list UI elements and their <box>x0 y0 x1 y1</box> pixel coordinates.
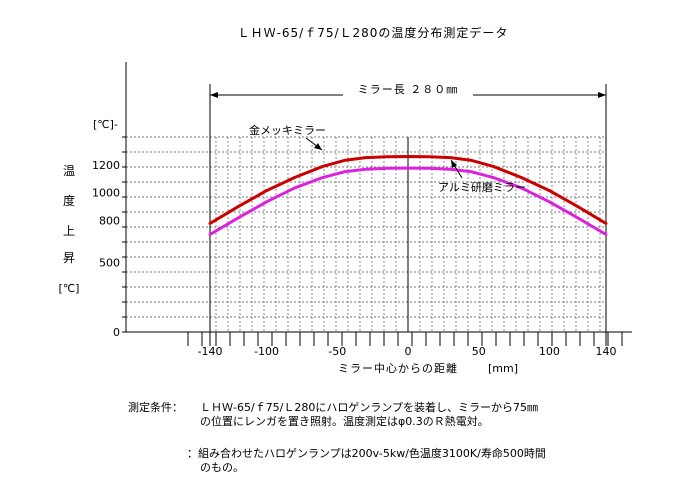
gold-mirror-arrowhead <box>314 143 322 150</box>
x-tick-label: 100 <box>539 345 560 358</box>
y-tick-label: 0 <box>113 326 120 339</box>
y-axis-label-char: 温 <box>63 164 75 178</box>
gold-mirror-label: 金メッキミラー <box>249 123 326 137</box>
y-axis-label-char: 度 <box>63 193 75 208</box>
aluminum-mirror-label: アルミ研磨ミラー <box>438 181 526 194</box>
mirror-length-arrow-right <box>598 92 606 98</box>
gold-mirror-series-line <box>208 155 608 225</box>
conditions-line-2: の位置にレンガを置き照射。温度測定はφ0.3のＲ熱電対。 <box>200 415 489 428</box>
y-axis-label-char: 昇 <box>63 251 75 265</box>
y-tick-label: 800 <box>99 215 120 228</box>
lamp-spec-line-2: のもの。 <box>200 461 244 474</box>
mirror-length-label-bg <box>343 82 473 98</box>
x-tick-label: 0 <box>405 345 412 358</box>
conditions-line-1: ＬＨＷ-65/ｆ75/Ｌ280にハロゲンランプを装着し、ミラーから75㎜ <box>200 401 539 414</box>
x-tick-label: 50 <box>472 345 486 358</box>
y-tick-label: 500 <box>99 256 120 269</box>
mirror-length-arrow-left <box>210 92 218 98</box>
x-tick-label: -100 <box>254 345 279 358</box>
x-axis-label: ミラー中心からの距離 <box>338 361 458 375</box>
x-tick-label: -50 <box>328 345 346 358</box>
x-axis-unit: [mm] <box>488 362 518 375</box>
chart-title: ＬＨＷ-65/ｆ75/Ｌ280の温度分布測定データ <box>238 25 509 40</box>
mirror-length-label: ミラー長 ２８０㎜ <box>358 83 459 96</box>
y-unit-top: [℃]- <box>93 118 118 131</box>
aluminum-mirror-arrowhead <box>451 160 457 168</box>
x-tick-label: -140 <box>198 345 223 358</box>
x-tick-label: 140 <box>596 345 617 358</box>
y-axis-label-char: 上 <box>63 224 75 238</box>
y-tick-label: 1200 <box>92 159 120 172</box>
lamp-spec-line-1: ：組み合わせたハロゲンランプは200v-5kw/色温度3100K/寿命500時間 <box>187 447 546 460</box>
aluminum-mirror-series-line <box>208 166 608 236</box>
y-axis-unit: [℃] <box>59 282 80 295</box>
y-tick-label: 1000 <box>92 187 120 200</box>
conditions-label: 測定条件： <box>128 401 183 414</box>
